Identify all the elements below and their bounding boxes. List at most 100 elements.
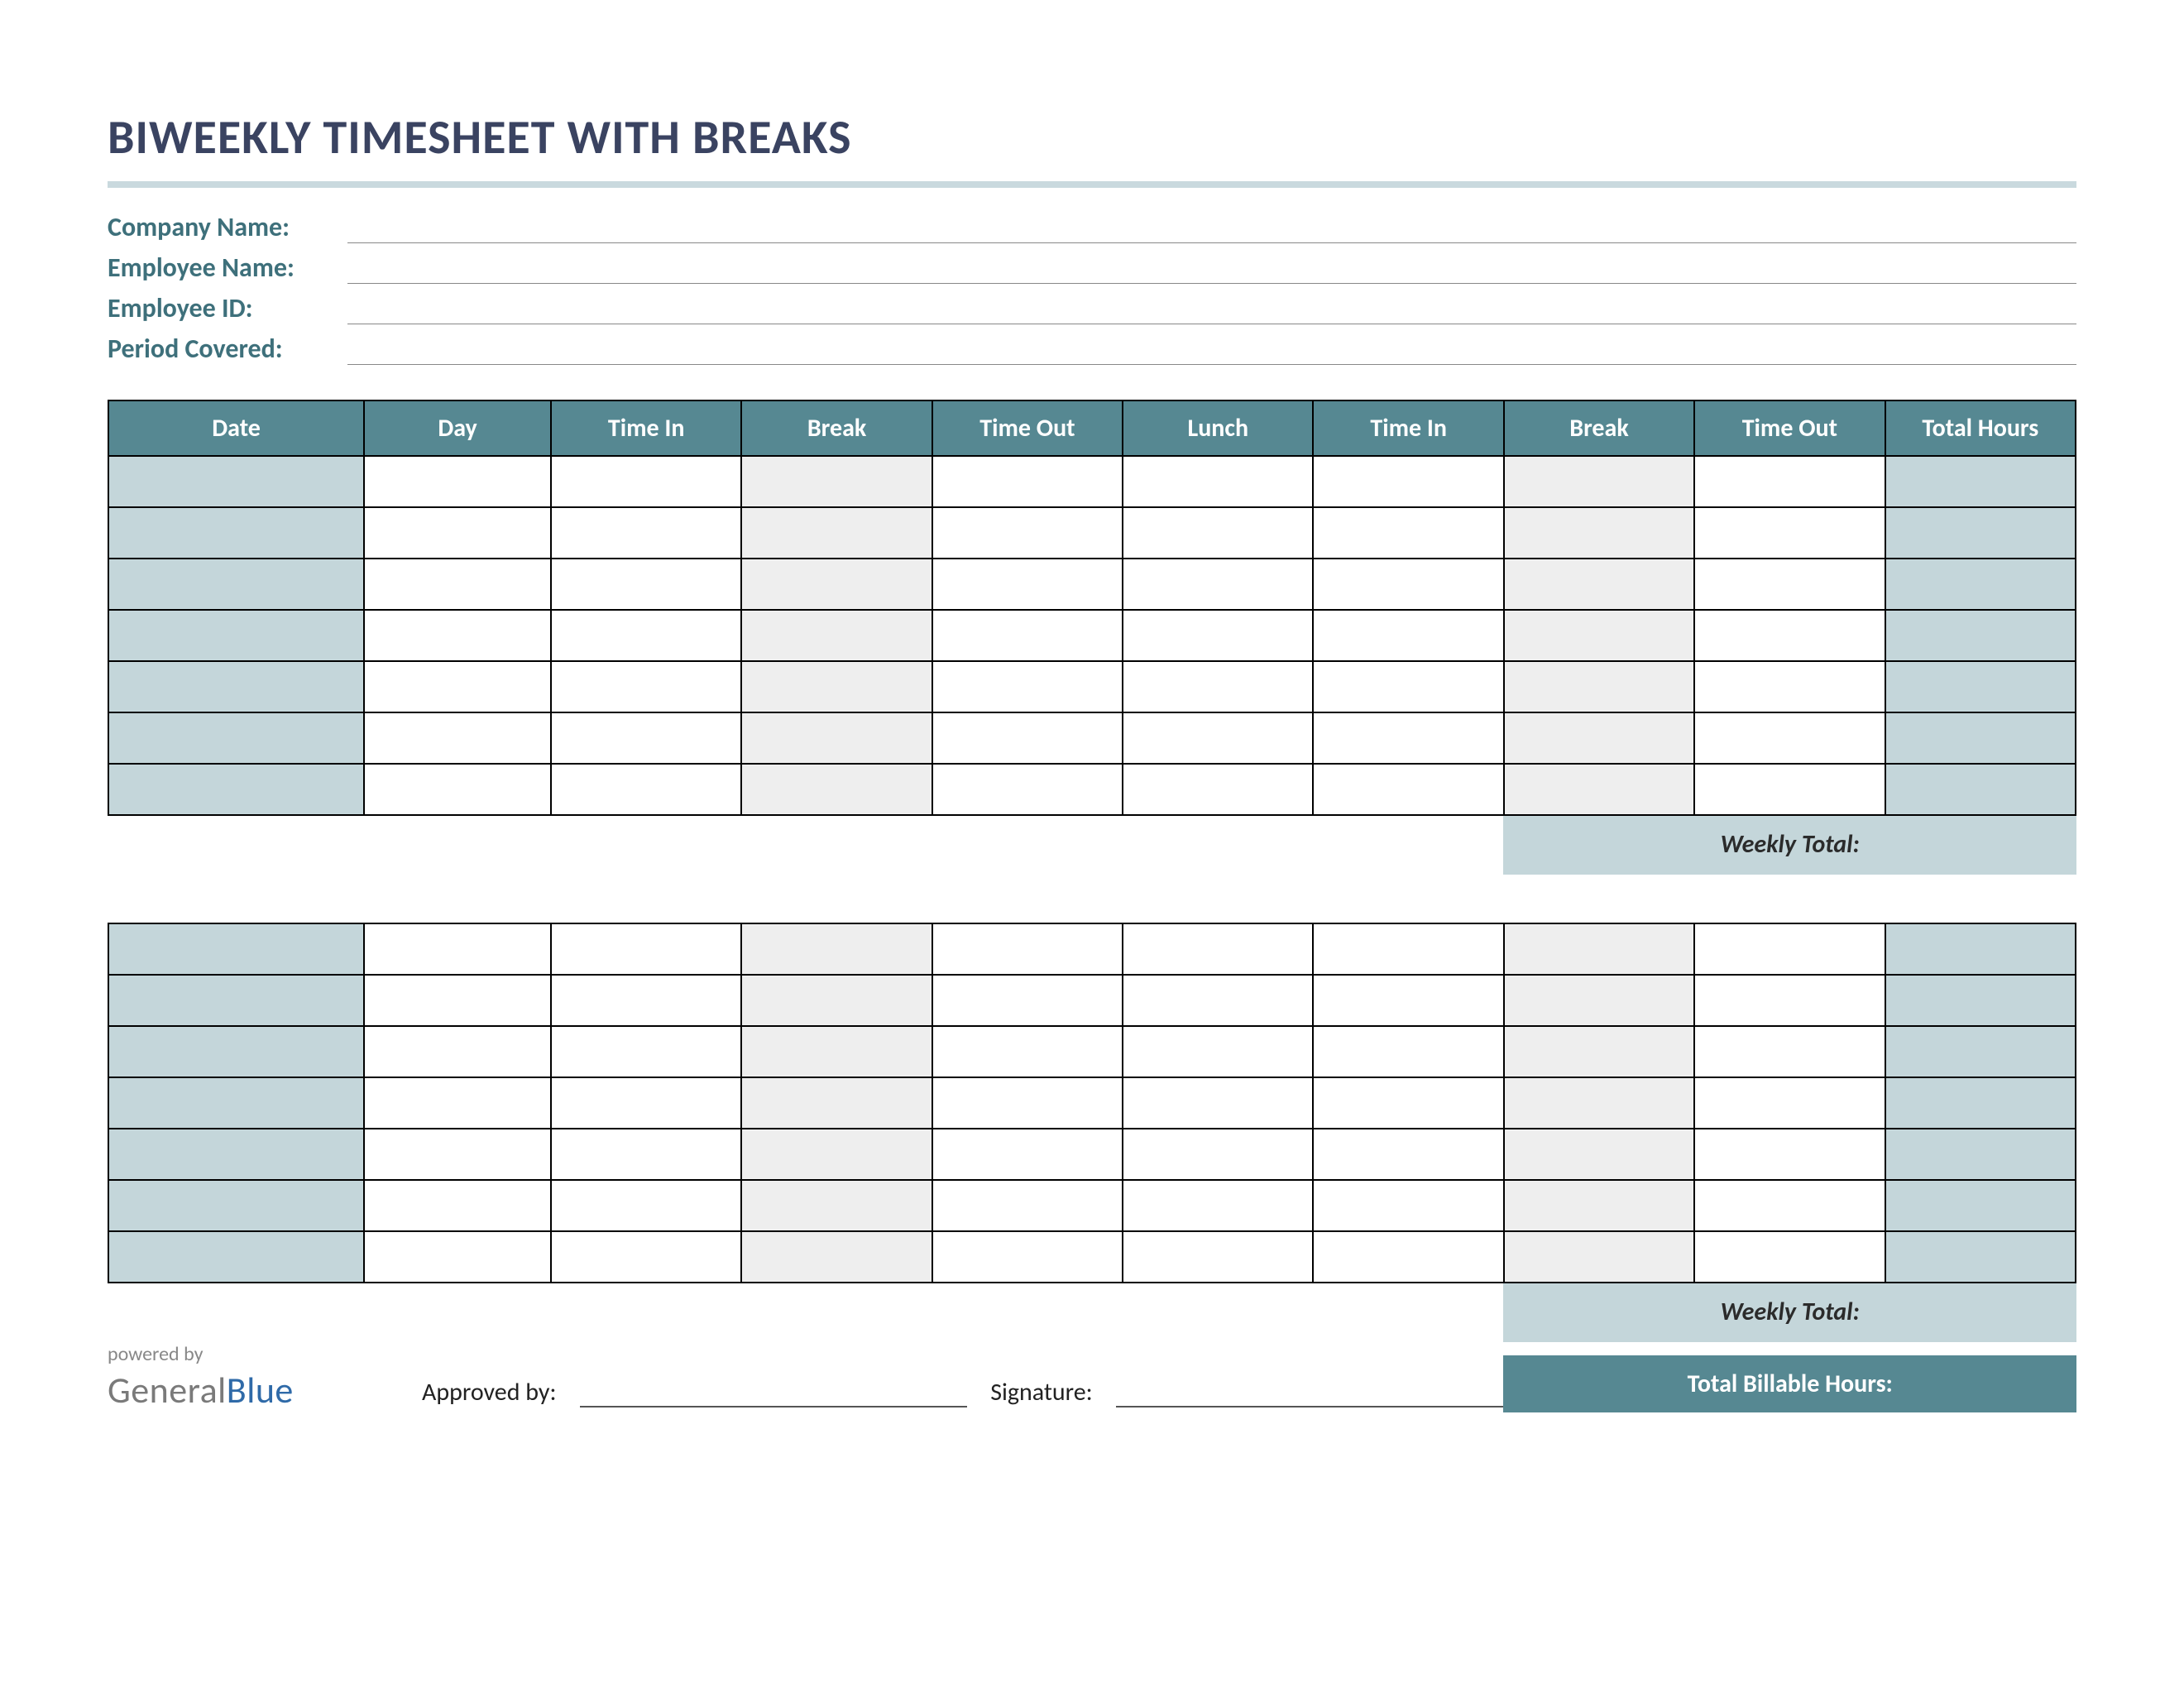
cell[interactable] (741, 456, 932, 507)
cell[interactable] (741, 1180, 932, 1231)
cell[interactable] (364, 923, 551, 975)
cell[interactable] (932, 559, 1123, 610)
cell[interactable] (1885, 923, 2076, 975)
cell[interactable] (1885, 975, 2076, 1026)
cell[interactable] (741, 975, 932, 1026)
employee-id-input-line[interactable] (347, 300, 2076, 324)
cell[interactable] (1313, 610, 1503, 661)
cell[interactable] (932, 661, 1123, 712)
cell[interactable] (1313, 559, 1503, 610)
cell[interactable] (1694, 507, 1885, 559)
cell[interactable] (1504, 1026, 1694, 1077)
cell[interactable] (1123, 1077, 1313, 1129)
cell[interactable] (1694, 661, 1885, 712)
cell[interactable] (364, 610, 551, 661)
cell[interactable] (741, 1129, 932, 1180)
cell[interactable] (551, 1129, 741, 1180)
cell[interactable] (1313, 923, 1503, 975)
cell[interactable] (108, 1231, 364, 1283)
cell[interactable] (1504, 507, 1694, 559)
cell[interactable] (741, 1231, 932, 1283)
cell[interactable] (1885, 764, 2076, 815)
cell[interactable] (108, 975, 364, 1026)
cell[interactable] (551, 1231, 741, 1283)
cell[interactable] (1123, 559, 1313, 610)
cell[interactable] (1694, 610, 1885, 661)
cell[interactable] (1694, 456, 1885, 507)
cell[interactable] (932, 1231, 1123, 1283)
cell[interactable] (1504, 1231, 1694, 1283)
cell[interactable] (108, 712, 364, 764)
cell[interactable] (1885, 610, 2076, 661)
cell[interactable] (1694, 1077, 1885, 1129)
cell[interactable] (1504, 712, 1694, 764)
cell[interactable] (551, 1077, 741, 1129)
cell[interactable] (108, 923, 364, 975)
cell[interactable] (741, 764, 932, 815)
cell[interactable] (1123, 661, 1313, 712)
cell[interactable] (741, 1077, 932, 1129)
cell[interactable] (741, 712, 932, 764)
cell[interactable] (1313, 1077, 1503, 1129)
cell[interactable] (1313, 507, 1503, 559)
cell[interactable] (1504, 975, 1694, 1026)
cell[interactable] (741, 610, 932, 661)
cell[interactable] (1885, 661, 2076, 712)
cell[interactable] (1123, 975, 1313, 1026)
cell[interactable] (1694, 1180, 1885, 1231)
cell[interactable] (932, 712, 1123, 764)
cell[interactable] (1313, 975, 1503, 1026)
cell[interactable] (364, 975, 551, 1026)
cell[interactable] (551, 559, 741, 610)
cell[interactable] (108, 661, 364, 712)
cell[interactable] (1885, 1077, 2076, 1129)
cell[interactable] (108, 1077, 364, 1129)
cell[interactable] (364, 1180, 551, 1231)
cell[interactable] (1885, 1026, 2076, 1077)
cell[interactable] (932, 507, 1123, 559)
cell[interactable] (1313, 1231, 1503, 1283)
cell[interactable] (108, 456, 364, 507)
cell[interactable] (932, 1129, 1123, 1180)
cell[interactable] (1504, 1180, 1694, 1231)
cell[interactable] (551, 507, 741, 559)
cell[interactable] (1504, 559, 1694, 610)
cell[interactable] (108, 559, 364, 610)
cell[interactable] (1694, 1129, 1885, 1180)
cell[interactable] (1504, 764, 1694, 815)
cell[interactable] (1123, 1026, 1313, 1077)
cell[interactable] (364, 1231, 551, 1283)
cell[interactable] (551, 712, 741, 764)
cell[interactable] (1123, 923, 1313, 975)
cell[interactable] (1885, 712, 2076, 764)
cell[interactable] (1504, 456, 1694, 507)
cell[interactable] (551, 661, 741, 712)
cell[interactable] (1504, 1077, 1694, 1129)
cell[interactable] (741, 661, 932, 712)
signature-line[interactable] (1116, 1379, 1504, 1407)
cell[interactable] (364, 559, 551, 610)
cell[interactable] (1123, 712, 1313, 764)
approved-by-line[interactable] (580, 1379, 968, 1407)
cell[interactable] (364, 1077, 551, 1129)
cell[interactable] (1504, 923, 1694, 975)
cell[interactable] (551, 610, 741, 661)
cell[interactable] (1313, 764, 1503, 815)
cell[interactable] (1694, 712, 1885, 764)
cell[interactable] (1123, 1180, 1313, 1231)
cell[interactable] (1694, 1231, 1885, 1283)
cell[interactable] (1123, 507, 1313, 559)
cell[interactable] (1504, 610, 1694, 661)
cell[interactable] (551, 764, 741, 815)
cell[interactable] (1885, 507, 2076, 559)
cell[interactable] (932, 1026, 1123, 1077)
cell[interactable] (1313, 1026, 1503, 1077)
cell[interactable] (364, 1129, 551, 1180)
cell[interactable] (741, 559, 932, 610)
cell[interactable] (932, 1077, 1123, 1129)
cell[interactable] (551, 1026, 741, 1077)
cell[interactable] (741, 1026, 932, 1077)
cell[interactable] (1885, 559, 2076, 610)
cell[interactable] (364, 764, 551, 815)
cell[interactable] (364, 456, 551, 507)
